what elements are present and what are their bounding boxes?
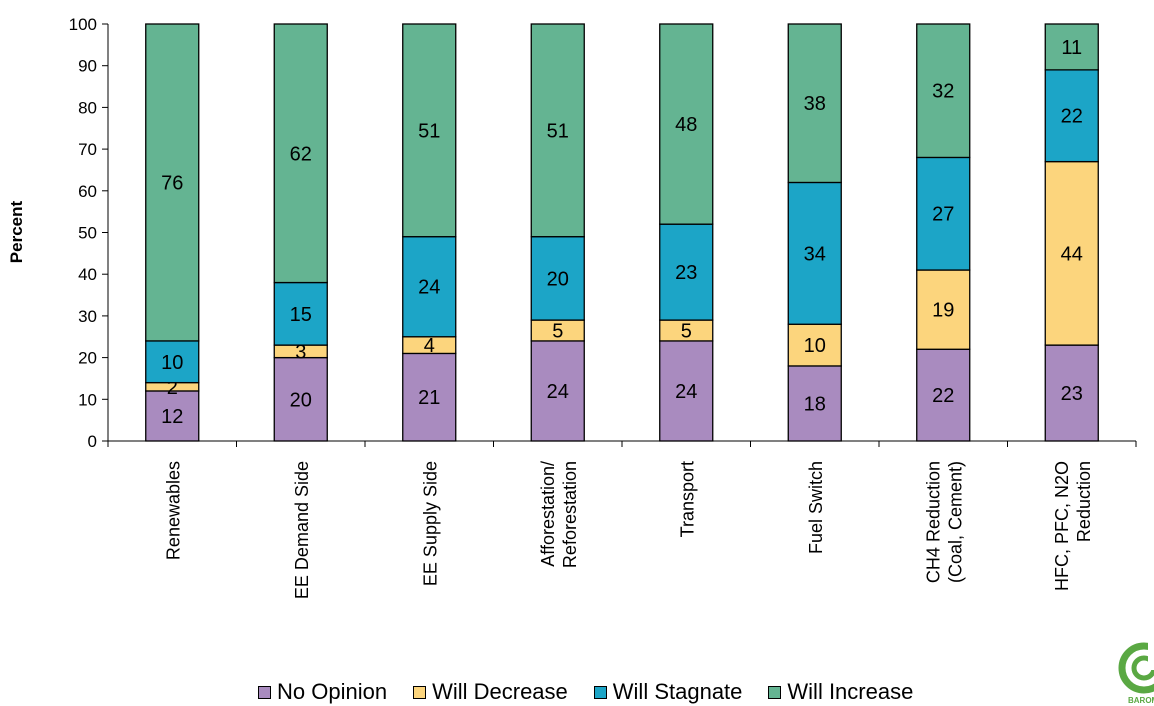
data-label: 22	[932, 385, 954, 407]
bar-segment	[1044, 23, 1099, 71]
legend-label: Will Increase	[787, 679, 914, 704]
legend-swatch	[768, 685, 782, 699]
bar-segment	[1044, 344, 1099, 442]
data-label: 62	[290, 143, 312, 165]
data-label: 38	[804, 93, 826, 115]
legend-swatch	[593, 685, 607, 699]
bar-segment	[145, 340, 200, 384]
bar-segment	[273, 23, 328, 284]
x-category-label: (Coal, Cement)	[945, 461, 965, 583]
data-label: 76	[161, 172, 183, 194]
legend-item: Will Stagnate	[593, 679, 743, 705]
y-tick-label: 60	[78, 182, 97, 201]
y-tick-label: 90	[78, 57, 97, 76]
data-label: 20	[547, 268, 569, 290]
data-label: 27	[932, 204, 954, 226]
bar-segment	[787, 365, 842, 442]
data-label: 23	[1061, 383, 1083, 405]
bar-segment	[530, 23, 585, 238]
bar-segment	[787, 23, 842, 184]
bar-segment	[659, 223, 714, 321]
data-label: 3	[295, 341, 306, 363]
data-label: 15	[290, 304, 312, 326]
bar-segment	[916, 23, 971, 159]
y-tick-label: 20	[78, 349, 97, 368]
x-category-label: Renewables	[163, 461, 183, 560]
bar-segment	[402, 23, 457, 238]
x-category-label: Reforestation	[560, 461, 580, 568]
y-axis-label: Percent	[7, 200, 26, 263]
bar-segment	[659, 23, 714, 225]
y-tick-label: 40	[78, 265, 97, 284]
bar-segment	[402, 352, 457, 442]
data-label: 24	[418, 277, 440, 299]
data-label: 21	[418, 387, 440, 409]
legend-item: Will Increase	[768, 679, 913, 705]
x-category-label: Afforestation/	[538, 461, 558, 567]
data-label: 23	[675, 262, 697, 284]
y-tick-label: 70	[78, 140, 97, 159]
y-tick-label: 10	[78, 390, 97, 409]
bar-segment	[273, 281, 328, 346]
y-tick-label: 80	[78, 98, 97, 117]
bar-segment	[787, 181, 842, 325]
y-tick-label: 50	[78, 224, 97, 243]
legend-label: Will Stagnate	[612, 679, 743, 704]
x-category-label: EE Demand Side	[292, 461, 312, 599]
data-label: 51	[418, 120, 440, 142]
data-label: 11	[1061, 37, 1082, 59]
bar-segment	[402, 236, 457, 338]
x-category-label: EE Supply Side	[420, 461, 440, 586]
legend-swatch	[413, 685, 427, 699]
x-category-label: Reduction	[1074, 461, 1094, 542]
data-label: 20	[290, 389, 312, 411]
data-label: 22	[1061, 106, 1083, 128]
data-label: 24	[547, 381, 569, 403]
data-label: 24	[675, 381, 697, 403]
logo-text: BAROM	[1128, 696, 1154, 705]
legend-label: Will Decrease	[432, 679, 568, 704]
legend-item: Will Decrease	[413, 679, 568, 705]
bar-segment	[916, 156, 971, 271]
y-tick-label: 0	[88, 432, 97, 451]
data-label: 10	[161, 352, 183, 374]
bar-segment	[145, 390, 200, 442]
data-label: 32	[932, 81, 954, 103]
chart-legend: No Opinion Will Decrease Will Stagnate Will…	[258, 679, 939, 705]
legend-label: No Opinion	[277, 679, 388, 704]
bar-segment	[1044, 160, 1099, 346]
bar-segment	[530, 236, 585, 321]
data-label: 34	[804, 243, 826, 265]
x-category-label: Transport	[677, 461, 697, 537]
y-tick-label: 100	[69, 15, 97, 34]
x-category-label: Fuel Switch	[806, 461, 826, 554]
data-label: 2	[167, 377, 178, 399]
bar-segment	[916, 269, 971, 350]
legend-swatch	[258, 685, 271, 699]
bar-segment	[530, 340, 585, 442]
data-label: 5	[552, 320, 563, 342]
data-label: 12	[161, 406, 183, 428]
data-label: 44	[1061, 243, 1083, 265]
data-label: 18	[804, 393, 826, 415]
data-label: 4	[424, 335, 435, 357]
data-label: 48	[675, 114, 697, 136]
bar-segment	[659, 340, 714, 442]
y-tick-label: 30	[78, 307, 97, 326]
data-label: 51	[547, 120, 569, 142]
data-label: 5	[681, 320, 692, 342]
data-label: 10	[804, 335, 826, 357]
x-category-label: HFC, PFC, N2O	[1052, 461, 1072, 591]
bar-segment	[145, 23, 200, 342]
legend-item: No Opinion	[258, 679, 387, 705]
data-label: 19	[932, 300, 954, 322]
leaf-logo-icon	[1118, 640, 1154, 694]
x-category-label: CH4 Reduction	[923, 461, 943, 583]
